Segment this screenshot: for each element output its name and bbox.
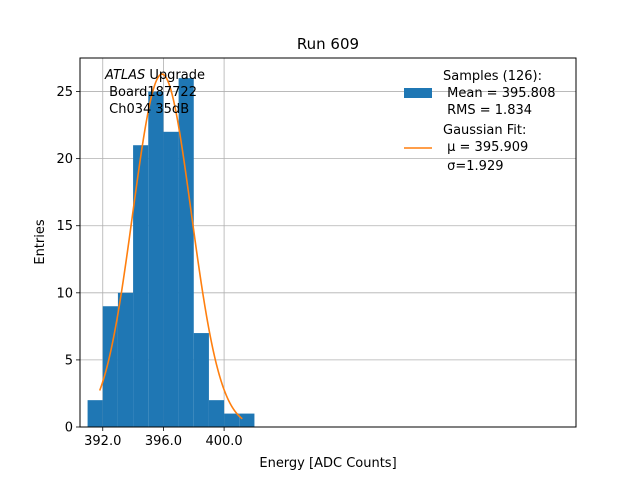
gaussian-fit-curve	[98, 73, 243, 420]
plot-frame	[79, 57, 577, 428]
y-tick-label-5: 25	[56, 85, 73, 100]
x-axis-ticks: 392.0 396.0 400.0	[84, 427, 243, 449]
histogram-bar-3	[133, 145, 149, 427]
legend-samples-line-1: Samples (126):	[443, 69, 542, 84]
annotation-line-3: Ch034 35dB	[105, 102, 189, 117]
legend-fit-line-1: Gaussian Fit:	[443, 123, 526, 138]
y-tick-label-3: 15	[56, 219, 73, 234]
annotation-line-2: Board187722	[105, 85, 197, 100]
histogram-bar-10	[239, 413, 255, 427]
legend-samples-line-3: RMS = 1.834	[443, 103, 532, 118]
legend-fit-line-2: μ = 395.909	[443, 140, 528, 155]
x-axis-label: Energy [ADC Counts]	[259, 456, 396, 471]
histogram-bar-6	[178, 78, 194, 428]
upgrade-text: Upgrade	[145, 68, 205, 83]
legend-samples-swatch	[404, 88, 432, 98]
histogram-bars	[87, 78, 255, 428]
x-tick-label-2: 400.0	[205, 434, 242, 449]
legend-fit-line-3: σ=1.929	[443, 159, 503, 174]
y-tick-label-2: 10	[56, 286, 73, 301]
annotation-line-1: ATLAS Upgrade	[104, 68, 205, 83]
gaussian-fit	[98, 73, 243, 420]
y-tick-label-1: 5	[65, 353, 73, 368]
y-tick-label-4: 20	[56, 152, 73, 167]
x-tick-label-0: 392.0	[84, 434, 121, 449]
histogram-bar-2	[117, 292, 134, 427]
atlas-italic: ATLAS	[104, 68, 145, 83]
y-tick-label-0: 0	[65, 421, 73, 436]
legend: Samples (126): Mean = 395.808 RMS = 1.83…	[404, 69, 555, 174]
histogram-bar-9	[224, 413, 240, 427]
histogram-bar-7	[193, 333, 209, 427]
chart-title: Run 609	[297, 35, 359, 53]
legend-samples-line-2: Mean = 395.808	[443, 86, 555, 101]
y-axis-ticks: 0 5 10 15 20 25	[56, 85, 80, 436]
annotation-box: ATLAS Upgrade Board187722 Ch034 35dB	[104, 68, 205, 117]
histogram-bar-5	[163, 131, 179, 428]
x-tick-label-1: 396.0	[145, 434, 182, 449]
histogram-bar-8	[208, 400, 225, 427]
histogram-bar-4	[148, 91, 164, 427]
y-axis-label: Entries	[33, 219, 48, 265]
histogram-bar-0	[87, 400, 103, 427]
